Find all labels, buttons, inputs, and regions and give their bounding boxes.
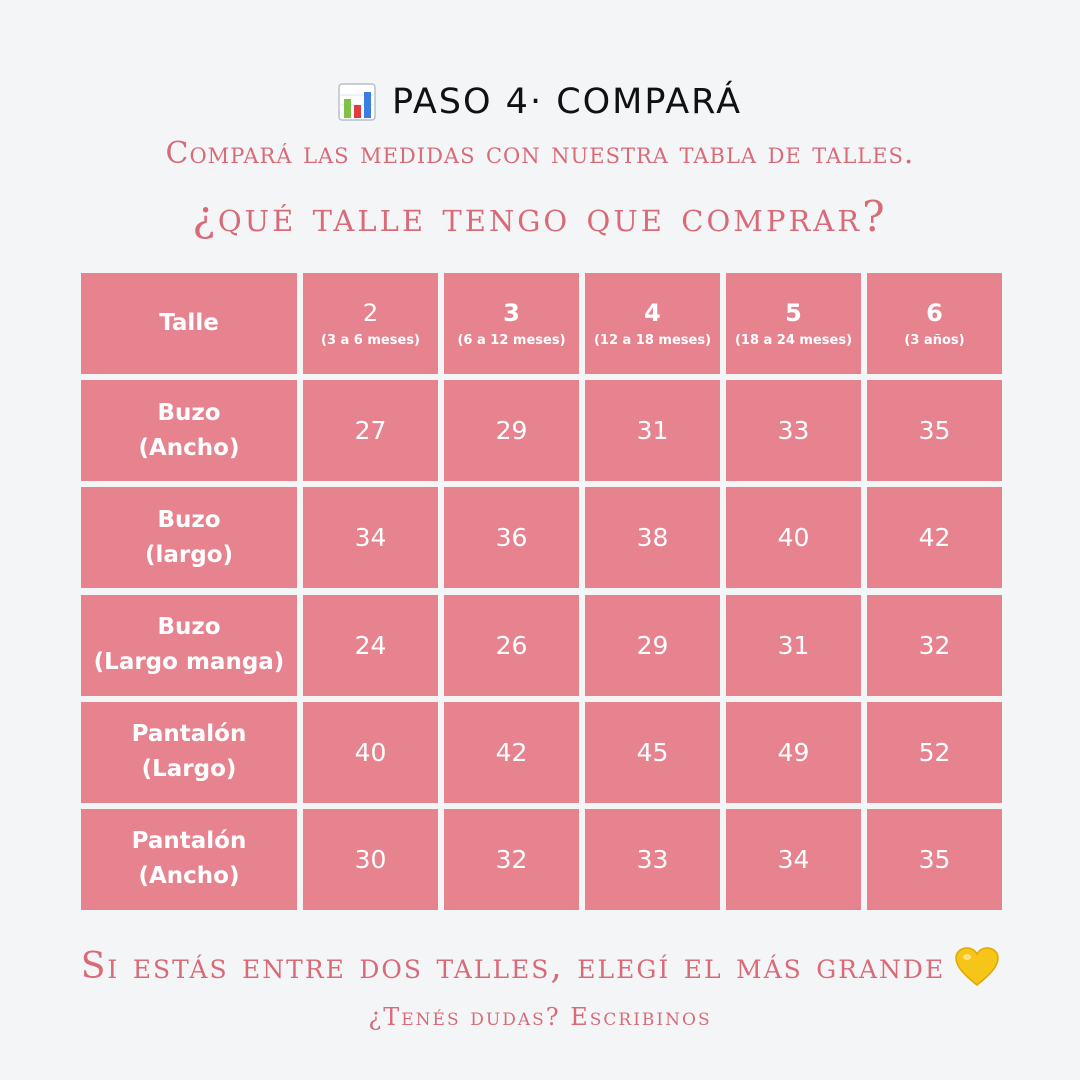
- size-header-cell: 3 (6 a 12 meses): [444, 273, 579, 374]
- value-cell: 32: [444, 808, 579, 910]
- value-cell: 29: [585, 594, 720, 696]
- value-cell: 45: [585, 701, 720, 803]
- size-number: 4: [644, 299, 661, 327]
- size-age: (18 a 24 meses): [734, 333, 853, 348]
- row-label-cell: Buzo (largo): [81, 487, 297, 589]
- size-number: 3: [503, 299, 520, 327]
- row-label-line1: Pantalón: [131, 828, 247, 855]
- table-corner-cell: Talle: [81, 273, 297, 374]
- size-tip: Si estás entre dos talles, elegí el más …: [0, 946, 1080, 987]
- bar-chart-icon: [338, 83, 376, 121]
- value-cell: 33: [585, 808, 720, 910]
- value-cell: 49: [726, 701, 861, 803]
- row-label: Buzo (Largo manga): [94, 610, 285, 680]
- value-cell: 27: [303, 380, 438, 482]
- row-label-line2: (Ancho): [138, 434, 240, 461]
- size-number: 6: [926, 299, 943, 327]
- value-cell: 36: [444, 487, 579, 589]
- value-cell: 30: [303, 808, 438, 910]
- row-label-line2: (largo): [144, 541, 234, 568]
- size-age: (3 a 6 meses): [321, 333, 420, 348]
- value-cell: 35: [867, 808, 1002, 910]
- row-label: Buzo (Ancho): [138, 396, 239, 466]
- size-age: (3 años): [904, 333, 965, 348]
- value-cell: 26: [444, 594, 579, 696]
- value-cell: 29: [444, 380, 579, 482]
- row-label: Pantalón (Largo): [132, 717, 247, 787]
- value-cell: 42: [444, 701, 579, 803]
- size-number: 5: [785, 299, 802, 327]
- row-label: Pantalón (Ancho): [132, 824, 247, 894]
- row-label: Buzo (largo): [145, 503, 233, 573]
- size-tip-text: Si estás entre dos talles, elegí el más …: [80, 946, 946, 987]
- corner-label: Talle: [159, 310, 219, 336]
- value-cell: 40: [303, 701, 438, 803]
- row-label-line1: Buzo: [157, 614, 221, 641]
- size-header-cell: 2 (3 a 6 meses): [303, 273, 438, 374]
- value-cell: 34: [303, 487, 438, 589]
- size-number: 2: [362, 299, 379, 327]
- value-cell: 35: [867, 380, 1002, 482]
- row-label-line2: (Largo): [141, 756, 237, 783]
- row-label-line1: Buzo: [157, 506, 221, 533]
- value-cell: 32: [867, 594, 1002, 696]
- value-cell: 52: [867, 701, 1002, 803]
- row-label-line2: (Ancho): [138, 863, 240, 890]
- step-title: PASO 4· COMPARÁ: [391, 82, 743, 122]
- page-heading: PASO 4· COMPARÁ: [0, 82, 1080, 122]
- value-cell: 38: [585, 487, 720, 589]
- contact-prompt: ¿Tenés dudas? Escribinos: [368, 1003, 712, 1031]
- value-cell: 31: [585, 380, 720, 482]
- row-label-line2: (Largo manga): [93, 649, 285, 676]
- value-cell: 24: [303, 594, 438, 696]
- value-cell: 31: [726, 594, 861, 696]
- row-label-line1: Pantalón: [131, 721, 247, 748]
- size-age: (6 a 12 meses): [457, 333, 566, 348]
- yellow-heart-icon: [955, 946, 999, 987]
- row-label-line1: Buzo: [157, 399, 221, 426]
- question-title: ¿Qué talle tengo que comprar?: [192, 192, 888, 241]
- size-header-cell: 6 (3 años): [867, 273, 1002, 374]
- subtitle: Compará las medidas con nuestra tabla de…: [165, 136, 915, 171]
- value-cell: 33: [726, 380, 861, 482]
- size-header-cell: 5 (18 a 24 meses): [726, 273, 861, 374]
- row-label-cell: Pantalón (Largo): [81, 701, 297, 803]
- size-header-cell: 4 (12 a 18 meses): [585, 273, 720, 374]
- size-table: Talle 2 (3 a 6 meses) 3 (6 a 12 meses) 4…: [81, 273, 1002, 910]
- size-age: (12 a 18 meses): [593, 333, 712, 348]
- value-cell: 40: [726, 487, 861, 589]
- row-label-cell: Buzo (Ancho): [81, 380, 297, 482]
- row-label-cell: Pantalón (Ancho): [81, 808, 297, 910]
- value-cell: 34: [726, 808, 861, 910]
- row-label-cell: Buzo (Largo manga): [81, 594, 297, 696]
- value-cell: 42: [867, 487, 1002, 589]
